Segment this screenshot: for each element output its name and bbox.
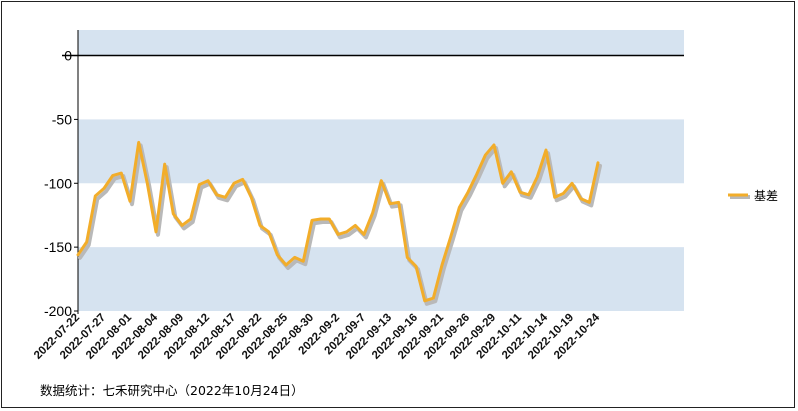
y-tick-label: -50 <box>52 111 72 127</box>
source-note: 数据统计：七禾研究中心（2022年10月24日） <box>40 383 304 398</box>
y-tick-label: -200 <box>44 303 72 319</box>
y-tick-label: -150 <box>44 239 72 255</box>
grid-band <box>78 247 684 311</box>
legend: 基差 <box>728 189 778 203</box>
grid-band <box>78 30 684 56</box>
y-tick-label: 0 <box>64 48 72 64</box>
legend-label: 基差 <box>754 189 778 203</box>
series-line-jicha <box>76 140 600 303</box>
grid-band <box>78 119 684 184</box>
y-tick-label: -100 <box>44 175 72 191</box>
